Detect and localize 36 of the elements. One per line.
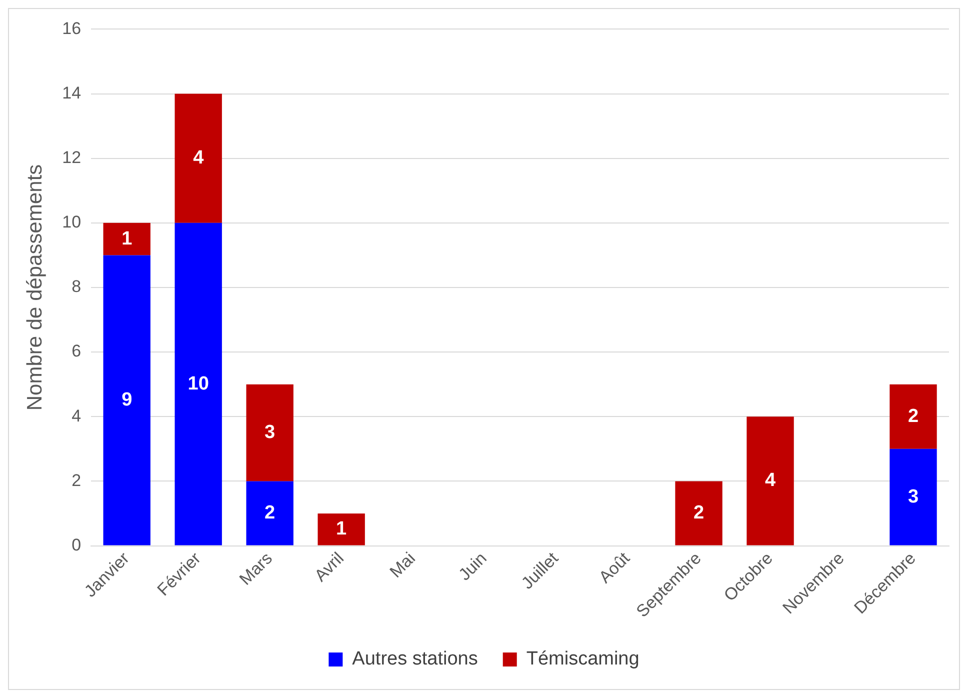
- legend-label: Témiscaming: [526, 648, 640, 670]
- y-tick-label: 10: [62, 212, 82, 232]
- y-tick-label: 2: [72, 470, 82, 490]
- y-tick-label: 16: [62, 18, 82, 38]
- data-label: 4: [764, 470, 776, 492]
- bar: [246, 481, 294, 546]
- x-tick-label: Juin: [454, 548, 490, 584]
- y-axis-title: Nombre de dépassements: [23, 164, 46, 411]
- data-label: 4: [193, 148, 204, 169]
- data-label: 2: [264, 502, 276, 524]
- bar: [890, 448, 937, 546]
- data-label: 1: [122, 228, 133, 250]
- bar: [318, 513, 365, 546]
- data-label: 10: [188, 373, 209, 394]
- data-label: 1: [336, 518, 348, 540]
- data-label: 3: [264, 422, 276, 444]
- y-tick-label: 6: [72, 342, 82, 361]
- data-label: 2: [693, 502, 704, 524]
- bar: [746, 416, 794, 546]
- y-tick-label: 12: [62, 148, 82, 168]
- bar: [174, 222, 222, 546]
- y-tick-label: 4: [72, 406, 82, 426]
- data-label: 9: [122, 389, 132, 410]
- y-tick-label: 14: [62, 83, 82, 102]
- data-label: 3: [908, 486, 919, 508]
- bar: [103, 255, 150, 546]
- bar: [174, 94, 222, 223]
- y-tick-label: 0: [72, 535, 82, 554]
- bar: [675, 481, 722, 546]
- x-tick-label: Mai: [386, 548, 419, 582]
- bar: [246, 384, 294, 482]
- legend-label: Autres stations: [352, 648, 478, 670]
- bar: [890, 384, 937, 449]
- y-tick-label: 8: [72, 277, 82, 296]
- bar: [103, 222, 150, 256]
- data-label: 2: [908, 406, 919, 427]
